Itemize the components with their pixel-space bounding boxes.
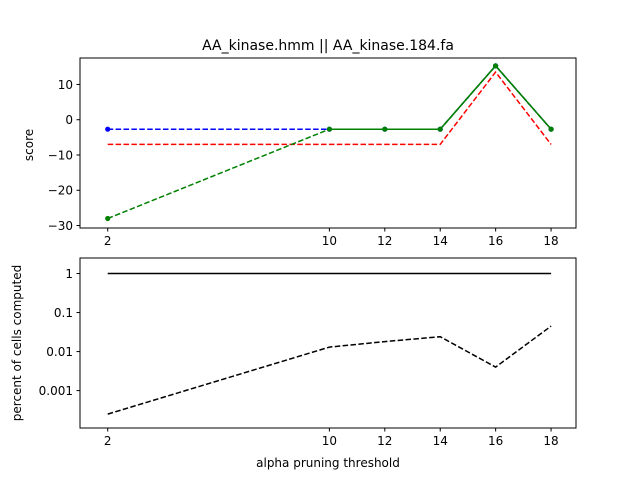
cells-x-tick-label: 18: [543, 434, 558, 448]
chart-title: AA_kinase.hmm || AA_kinase.184.fa: [202, 38, 454, 54]
score-y-tick-label: 0: [65, 113, 73, 127]
score-series-0-point: [105, 126, 111, 132]
cells-x-label: alpha pruning threshold: [256, 456, 400, 470]
score-x-tick-label: 12: [377, 234, 392, 248]
score-series-group: [105, 63, 554, 222]
score-y-tick-label: −20: [48, 184, 73, 198]
score-y-tick-label: −10: [48, 148, 73, 162]
score-y-tick-label: 10: [58, 78, 73, 92]
score-x-tick-label: 2: [104, 234, 112, 248]
score-x-tick-label: 16: [488, 234, 503, 248]
cells-y-label: percent of cells computed: [10, 265, 24, 421]
cells-x-tick-label: 16: [488, 434, 503, 448]
score-x-tick-label: 18: [543, 234, 558, 248]
cells-ticks: 2 10 12 14 16 18 1 0.1 0.01 0.001: [39, 267, 559, 448]
cells-y-tick-label: 0.01: [46, 345, 73, 359]
score-x-tick-label: 14: [433, 234, 448, 248]
score-series-3-line: [329, 64, 552, 130]
cells-subplot: percent of cells computed alpha pruning …: [10, 257, 577, 470]
cells-y-tick-label: 0.1: [54, 306, 73, 320]
score-y-tick-label: −30: [48, 219, 73, 233]
score-y-label: score: [22, 129, 36, 161]
score-subplot: AA_kinase.hmm || AA_kinase.184.fa score …: [22, 38, 577, 248]
score-series-2-point: [105, 215, 111, 222]
cells-series-group: [107, 272, 552, 415]
cells-y-tick-label: 1: [65, 267, 73, 281]
cells-y-tick-label: 0.001: [39, 384, 73, 398]
cells-x-tick-label: 12: [377, 434, 392, 448]
cells-x-tick-label: 2: [104, 434, 112, 448]
cells-series-1-line: [107, 325, 552, 415]
cells-axes-frame: [79, 257, 577, 429]
score-series-2-line: [107, 64, 552, 220]
score-x-tick-label: 10: [322, 234, 337, 248]
score-axes-frame: [79, 57, 577, 229]
cells-x-tick-label: 10: [322, 434, 337, 448]
cells-x-tick-label: 14: [433, 434, 448, 448]
score-ticks: 2 10 12 14 16 18 10 0 −10 −20 −30: [48, 78, 559, 248]
